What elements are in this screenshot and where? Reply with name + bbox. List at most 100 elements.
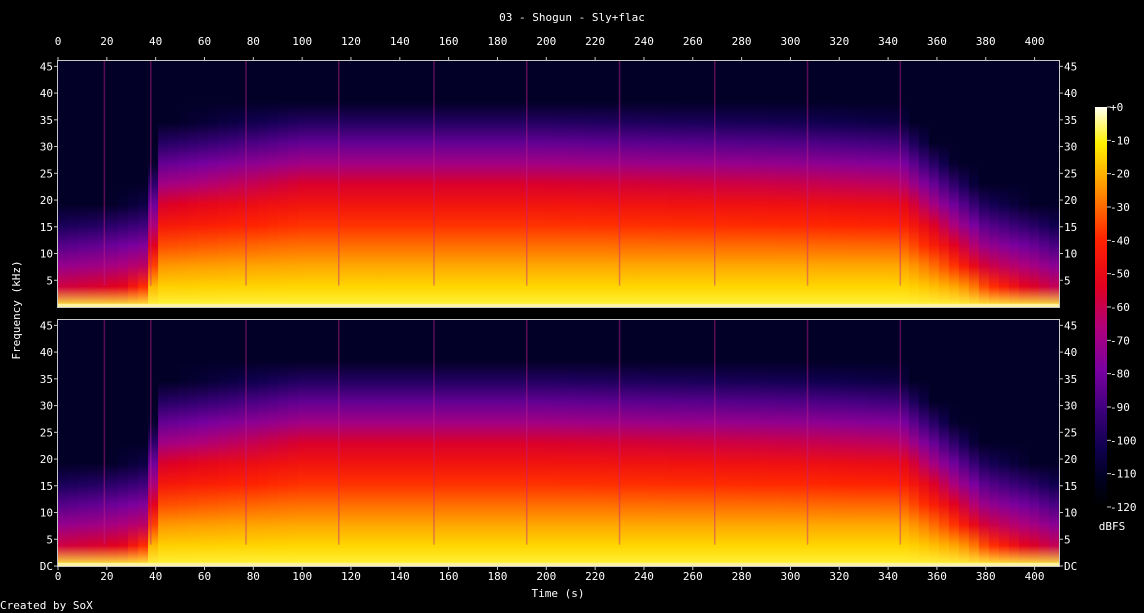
spectrogram-column	[268, 320, 279, 566]
spectrogram-column	[1018, 61, 1030, 307]
spectrogram-column	[898, 61, 910, 307]
x-tick-label: 120	[341, 35, 361, 48]
spectrogram-column	[988, 320, 1000, 566]
spectrogram-column	[108, 320, 119, 566]
spectrogram-column	[78, 320, 89, 566]
spectrogram-column	[538, 320, 550, 566]
spectrogram-column	[148, 61, 159, 307]
y-tick-label: 5	[46, 533, 53, 546]
spectrogram-column	[118, 61, 129, 307]
spectrogram-column	[748, 320, 760, 566]
y-tick-label: 10	[40, 507, 53, 520]
spectrogram-column	[628, 320, 640, 566]
spectrogram-column	[858, 61, 870, 307]
colorbar-tick-label: -20	[1110, 168, 1130, 181]
y-tick-label: 30	[1064, 400, 1077, 413]
spectrogram-column	[208, 320, 219, 566]
spectrogram-column	[1038, 61, 1050, 307]
colorbar-tick-label: -80	[1110, 368, 1130, 381]
spectrogram-column	[1028, 61, 1040, 307]
spectrogram-column	[328, 61, 339, 307]
x-tick-label: 20	[100, 35, 113, 48]
spectrogram-column	[608, 61, 620, 307]
y-tick-label: 15	[40, 480, 53, 493]
spectrogram-column	[578, 320, 590, 566]
spectrogram-column	[758, 61, 770, 307]
colorbar-tick-label: -30	[1110, 201, 1130, 214]
colorbar-tick-label: -90	[1110, 401, 1130, 414]
y-tick-label: 30	[40, 141, 53, 154]
spectrogram-column	[928, 320, 940, 566]
footer-credit: Created by SoX	[0, 599, 93, 612]
spectrogram-column	[428, 61, 439, 307]
spectrogram-column	[258, 61, 269, 307]
colorbar-tick-label: +0	[1110, 101, 1123, 114]
x-tick-label: 260	[683, 570, 703, 583]
x-tick-label: 340	[878, 570, 898, 583]
spectrogram-column	[698, 320, 710, 566]
y-tick-label: 40	[1064, 87, 1077, 100]
y-tick-label: 15	[40, 221, 53, 234]
y-tick-label: 40	[40, 346, 53, 359]
y-tick-label: 35	[40, 373, 53, 386]
x-tick-label: 320	[829, 35, 849, 48]
x-tick-label: 80	[247, 570, 260, 583]
x-tick-label: 380	[976, 570, 996, 583]
dc-band	[58, 562, 1059, 566]
spectrogram-column	[138, 61, 149, 307]
spectrogram-column	[818, 320, 830, 566]
spectrogram-column	[338, 320, 349, 566]
spectrogram-column	[1048, 320, 1060, 566]
spectrogram-column	[78, 61, 89, 307]
x-tick-label: 140	[390, 570, 410, 583]
spectrogram-column	[818, 61, 830, 307]
x-tick-label: 40	[149, 570, 162, 583]
spectrogram-column	[968, 320, 980, 566]
spectrogram-column	[168, 61, 179, 307]
spectrogram-column	[898, 320, 910, 566]
spectrogram-column	[528, 61, 540, 307]
y-tick-label: 35	[40, 114, 53, 127]
chart-title: 03 - Shogun - Sly+flac	[499, 11, 645, 24]
spectrogram-column	[968, 61, 980, 307]
spectrogram-column	[1008, 61, 1020, 307]
x-tick-label: 260	[683, 35, 703, 48]
x-tick-label: 60	[198, 35, 211, 48]
colorbar-tick-label: -40	[1110, 234, 1130, 247]
colorbar	[1095, 107, 1107, 507]
panel-frame	[57, 60, 1060, 308]
x-tick-label: 340	[878, 35, 898, 48]
dc-band	[58, 303, 1059, 307]
spectrogram-column	[638, 320, 650, 566]
y-tick-label: 20	[1064, 453, 1077, 466]
x-tick-label: 320	[829, 570, 849, 583]
x-tick-label: 360	[927, 570, 947, 583]
x-tick-label: 180	[488, 570, 508, 583]
spectrogram-column	[248, 61, 259, 307]
spectrogram-column	[128, 320, 139, 566]
spectrogram-column	[198, 61, 209, 307]
spectrogram-column	[468, 61, 480, 307]
spectrogram-column	[608, 320, 620, 566]
y-tick-label: 40	[40, 87, 53, 100]
spectrogram-column	[708, 61, 720, 307]
x-tick-label: 240	[634, 35, 654, 48]
x-tick-label: 200	[536, 570, 556, 583]
spectrogram-column	[468, 320, 480, 566]
y-tick-label: 35	[1064, 373, 1077, 386]
colorbar-tick-label: -100	[1110, 434, 1137, 447]
spectrogram-column	[868, 320, 880, 566]
spectrogram-column	[268, 61, 279, 307]
spectrogram-column	[998, 320, 1010, 566]
spectrogram-column	[758, 320, 770, 566]
spectrogram-column	[358, 320, 369, 566]
x-tick-label: 0	[55, 35, 62, 48]
spectrogram-column	[828, 61, 840, 307]
spectrogram-column	[978, 320, 990, 566]
spectrogram-column	[768, 61, 780, 307]
spectrogram-column	[138, 320, 149, 566]
x-tick-label: 100	[292, 35, 312, 48]
spectrogram-column	[428, 320, 439, 566]
spectrogram-column	[378, 61, 389, 307]
